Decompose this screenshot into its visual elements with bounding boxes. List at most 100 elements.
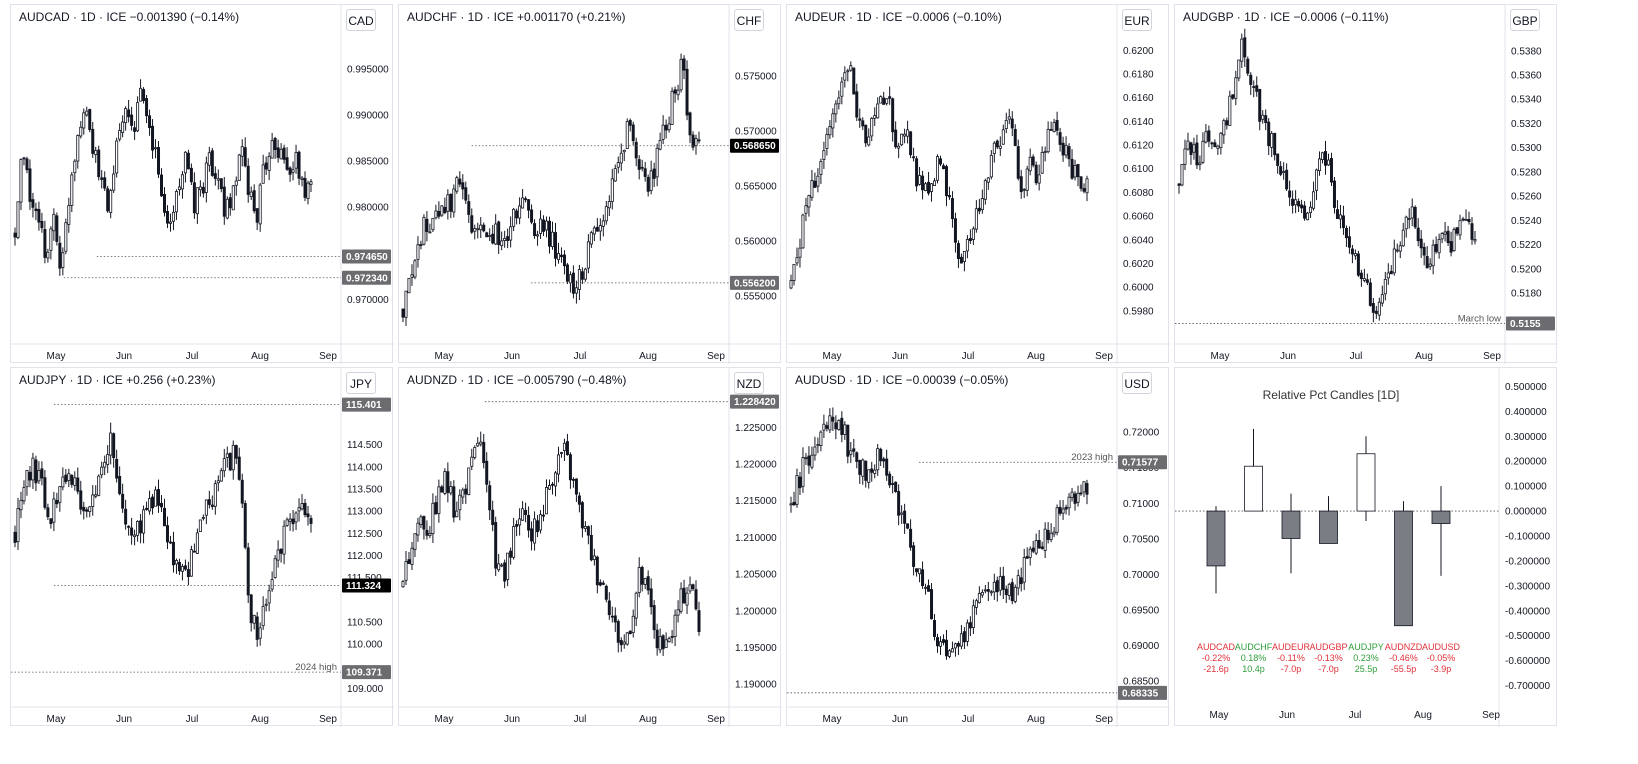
candle-body — [219, 178, 223, 190]
candle-body — [509, 226, 513, 241]
relative-name: AUDGBP — [1309, 642, 1347, 652]
candle-body — [201, 186, 205, 194]
candle-body — [1377, 301, 1381, 316]
relative-pct: -0.05% — [1427, 653, 1456, 663]
candle-body — [691, 134, 695, 148]
x-tick-label: Sep — [319, 714, 337, 725]
y-tick-label: 0.5300 — [1511, 143, 1542, 154]
candle-body — [1180, 164, 1184, 186]
candle-body — [88, 109, 92, 130]
candle-body — [885, 458, 889, 476]
chart-canvas[interactable]: 0.995000 0.990000 0.985000 0.980000 0.970000… — [11, 5, 394, 364]
candle-body — [509, 550, 513, 558]
candle-body — [410, 547, 414, 565]
candle-body — [816, 175, 820, 187]
currency-label[interactable]: CHF — [734, 9, 764, 31]
candle-body — [1258, 88, 1262, 122]
x-tick-label: Jun — [116, 714, 132, 725]
candle-body — [55, 215, 59, 242]
x-tick-label: Jul — [1349, 710, 1362, 721]
candle-body — [965, 622, 969, 642]
candle-body — [873, 469, 877, 474]
candle-body — [697, 139, 701, 142]
candle-body — [1082, 481, 1086, 493]
candle-body — [527, 199, 531, 211]
chart-canvas[interactable]: 114.500 114.000 113.500 113.000 112.500 112.0… — [11, 368, 394, 727]
candle-body — [183, 151, 187, 174]
candle-body — [1458, 220, 1462, 236]
candle-body — [76, 135, 80, 162]
candle-body — [667, 123, 671, 131]
chart-panel-audnzd[interactable]: 1.225000 1.220000 1.215000 1.210000 1.205000… — [398, 367, 782, 727]
chart-canvas[interactable]: 0.720000.715000.710000.705000.700000.695… — [787, 368, 1170, 727]
chart-panel-audeur[interactable]: 0.6200 0.6180 0.6160 0.6140 0.6120 0.6100 0.60… — [786, 4, 1170, 364]
y-tick-label: 0.71000 — [1123, 499, 1160, 510]
candle-body — [165, 525, 169, 543]
candle-body — [1464, 219, 1468, 221]
candle-body — [577, 495, 581, 505]
currency-label[interactable]: USD — [1122, 372, 1152, 394]
y-tick-label: 112.000 — [347, 551, 383, 562]
candle-body — [673, 89, 677, 94]
candle-body — [545, 487, 549, 515]
candle-body — [37, 470, 41, 482]
candle-body — [270, 140, 274, 159]
candle-body — [825, 134, 829, 149]
chart-panel-audcad[interactable]: 0.995000 0.990000 0.985000 0.980000 0.970000… — [10, 4, 394, 364]
candle-body — [234, 445, 238, 459]
candle-body — [983, 589, 987, 592]
y-tick-label: 1.215000 — [735, 496, 777, 507]
candle-body — [109, 190, 113, 213]
candle-body — [900, 133, 904, 146]
candle-body — [882, 458, 886, 462]
currency-label[interactable]: GBP — [1510, 9, 1540, 31]
candle-body — [977, 592, 981, 604]
candle-body — [1452, 229, 1456, 252]
chart-panel-audgbp[interactable]: 0.5380 0.5360 0.5340 0.5320 0.5300 0.5280 0.52… — [1174, 4, 1558, 364]
candle-body — [103, 177, 107, 189]
candle-body — [1440, 233, 1444, 240]
candle-body — [592, 555, 596, 560]
candle-body — [661, 124, 665, 140]
chart-panel-audjpy[interactable]: 114.500 114.000 113.500 113.000 112.500 112.0… — [10, 367, 394, 727]
relative-candle-body — [1431, 510, 1451, 524]
chart-panel-audusd[interactable]: 0.720000.715000.710000.705000.700000.695… — [786, 367, 1170, 727]
relative-chart-canvas[interactable]: Relative Pct Candles [1D] 0.500000 0.40000… — [1175, 368, 1558, 727]
candle-body — [634, 592, 638, 619]
candle-body — [425, 218, 429, 232]
candle-body — [974, 208, 978, 230]
chart-panel-relative[interactable]: Relative Pct Candles [1D] 0.500000 0.40000… — [1174, 367, 1558, 727]
currency-label[interactable]: CAD — [346, 9, 376, 31]
candle-body — [631, 615, 635, 633]
candle-body — [1428, 263, 1432, 267]
candle-body — [1022, 188, 1026, 191]
candle-body — [216, 178, 220, 181]
candle-body — [968, 238, 972, 242]
price-tag-label: 109.371 — [346, 668, 383, 679]
chart-canvas[interactable]: 0.5380 0.5360 0.5340 0.5320 0.5300 0.5280 0.52… — [1175, 5, 1558, 364]
candle-body — [947, 194, 951, 198]
chart-canvas[interactable]: 0.6200 0.6180 0.6160 0.6140 0.6120 0.6100 0.60… — [787, 5, 1170, 364]
candle-body — [79, 490, 83, 510]
candle-body — [1210, 142, 1214, 145]
candle-body — [819, 161, 823, 175]
currency-label[interactable]: NZD — [734, 372, 764, 394]
candle-body — [162, 507, 166, 527]
currency-label[interactable]: EUR — [1122, 9, 1152, 31]
candle-body — [562, 442, 566, 451]
candle-body — [25, 470, 29, 488]
chart-canvas[interactable]: 0.575000 0.570000 0.565000 0.560000 0.555000… — [399, 5, 782, 364]
candle-body — [894, 129, 898, 148]
candles — [789, 61, 1089, 290]
candle-body — [106, 188, 110, 212]
candle-body — [88, 506, 92, 512]
currency-label[interactable]: JPY — [346, 372, 376, 394]
candle-body — [237, 154, 241, 181]
candle-body — [691, 584, 695, 590]
candle-body — [1353, 253, 1357, 257]
x-tick-label: Sep — [1095, 714, 1113, 725]
chart-panel-audchf[interactable]: 0.575000 0.570000 0.565000 0.560000 0.555000… — [398, 4, 782, 364]
candle-body — [1019, 176, 1023, 193]
candle-body — [276, 147, 280, 158]
chart-canvas[interactable]: 1.225000 1.220000 1.215000 1.210000 1.205000… — [399, 368, 782, 727]
